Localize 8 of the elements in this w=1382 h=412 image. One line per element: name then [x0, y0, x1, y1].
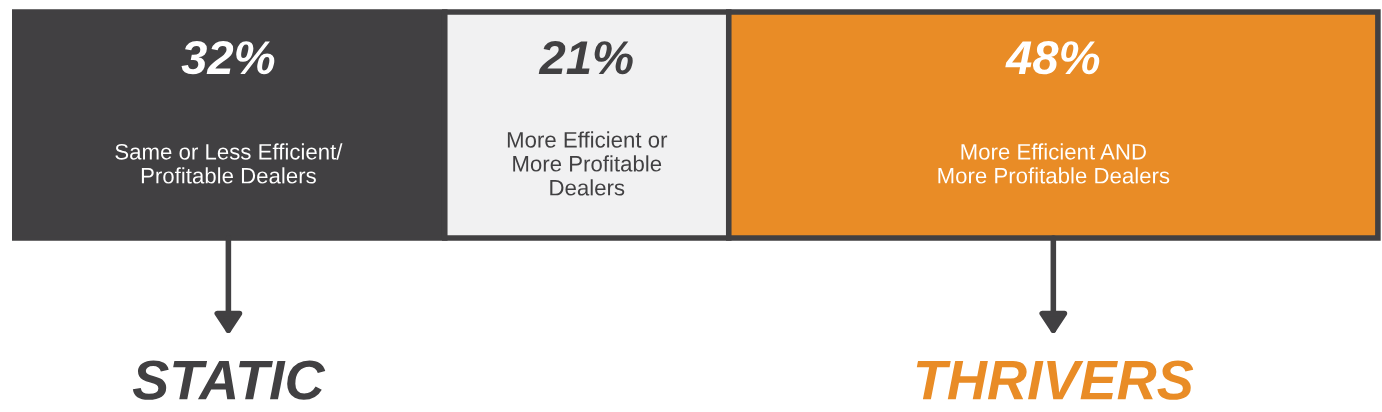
data-label: 21%: [538, 40, 633, 75]
text: STATIC: [132, 360, 326, 400]
data-label: 48%: [1005, 40, 1100, 75]
text: THRIVERS: [916, 360, 1194, 400]
series-label: More Efficient AND More Profitable Dealers: [938, 143, 1170, 184]
data-label: 32%: [181, 40, 275, 75]
series-label: Same or Less Efficient/ Profitable Dealers: [115, 143, 343, 184]
series-label: More Efficient or More Profitable Dealers: [507, 131, 668, 196]
